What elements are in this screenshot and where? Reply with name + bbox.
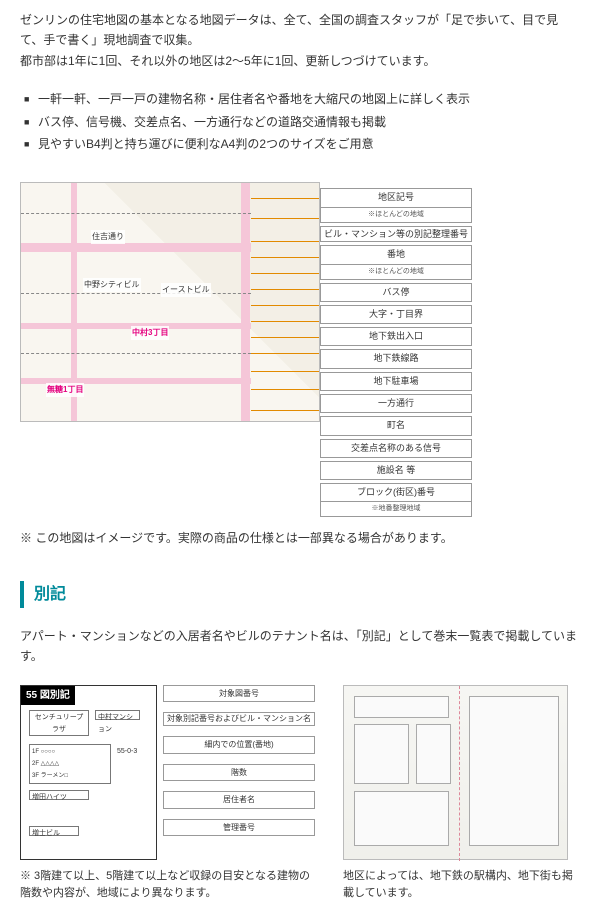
legend-item: 大字・丁目界 [320,305,472,324]
legend-item: 地下駐車場 [320,372,472,391]
legend-item: バス停 [320,283,472,302]
bekki-label: 増田ハイツ [29,790,89,800]
bekki-label: 増士ビル [29,826,79,836]
legend-item: ブロック(街区)番号 [320,483,472,502]
legend-item: 番地 [320,245,472,264]
legend-sub: ※地番整理地域 [320,502,472,517]
map-label: 中野シティビル [83,278,141,292]
bekki-callout: 細内での位置(番地) [163,736,315,754]
bekki-callout: 対象別記番号およびビル・マンション名 [163,712,315,726]
map-label: 住吉通り [91,230,125,244]
map-label: 中村3丁目 [131,326,169,340]
legend-item: 施設名 等 [320,461,472,480]
list-item: バス停、信号機、交差点名、一方通行などの道路交通情報も掲載 [24,112,581,132]
bekki-label: センチュリープラザ [29,710,89,736]
legend-item: 一方通行 [320,394,472,413]
legend-item: 地区記号 [320,188,472,207]
feature-list: 一軒一軒、一戸一戸の建物名称・居住者名や番地を大縮尺の地図上に詳しく表示 バス停… [20,89,581,154]
legend-sub: ※ほとんどの地域 [320,265,472,280]
bekki-callout: 階数 [163,764,315,782]
legend-sub: ※ほとんどの地域 [320,208,472,223]
bekki-fig-title: 55 図別記 [21,686,75,705]
map-legend: 地区記号 ※ほとんどの地域 ビル・マンション等の別記整理番号 番地 ※ほとんどの… [320,188,472,520]
map-image: 住吉通り 中野シティビル イーストビル 中村3丁目 無糖1丁目 [20,182,320,422]
intro-line-2: 都市部は1年に1回、それ以外の地区は2〜5年に1回、更新しつづけています。 [20,51,581,71]
bekki-label: 中村マンション [95,710,140,720]
legend-item: 交差点名称のある信号 [320,439,472,458]
map-label: イーストビル [161,283,211,297]
map-label: 無糖1丁目 [46,383,84,397]
bekki-left-note: ※ 3階建て以上、5階建て以上など収録の目安となる建物の階数や内容が、地域により… [20,868,315,903]
intro-line-1: ゼンリンの住宅地図の基本となる地図データは、全て、全国の調査スタッフが「足で歩い… [20,10,581,51]
section-title-bekki: 別記 [20,581,581,608]
bekki-right-note: 地区によっては、地下鉄の駅構内、地下街も掲載しています。 [343,868,573,903]
legend-item: 町名 [320,416,472,435]
bekki-intro: アパート・マンションなどの入居者名やビルのテナント名は、「別記」として巻末一覧表… [20,626,581,667]
list-item: 見やすいB4判と持ち運びに便利なA4判の2つのサイズをご用意 [24,134,581,154]
map-note: ※ この地図はイメージです。実際の商品の仕様とは一部異なる場合があります。 [20,528,581,548]
bekki-callout: 管理番号 [163,819,315,837]
map-figure: 住吉通り 中野シティビル イーストビル 中村3丁目 無糖1丁目 地区記号 ※ほと… [20,182,581,520]
list-item: 一軒一軒、一戸一戸の建物名称・居住者名や番地を大縮尺の地図上に詳しく表示 [24,89,581,109]
legend-item: ビル・マンション等の別記整理番号 [320,226,472,243]
bekki-callout: 居住者名 [163,791,315,809]
legend-item: 地下鉄線路 [320,349,472,368]
bekki-left-figure: 55 図別記 センチュリープラザ 1F ○○○○2F △△△△3F ラーメン□ … [20,685,315,903]
bekki-right-figure: 地区によっては、地下鉄の駅構内、地下街も掲載しています。 [343,685,573,903]
legend-item: 地下鉄出入口 [320,327,472,346]
